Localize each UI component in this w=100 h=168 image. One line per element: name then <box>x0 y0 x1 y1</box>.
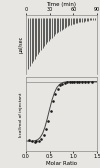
X-axis label: Time (min): Time (min) <box>46 2 76 7</box>
Point <box>38 139 40 142</box>
Y-axis label: μal/sec: μal/sec <box>18 36 23 53</box>
Point <box>78 80 80 83</box>
Point <box>59 84 61 87</box>
Point <box>45 127 47 130</box>
Point <box>76 80 77 83</box>
Point <box>92 80 93 83</box>
Point <box>31 140 33 142</box>
X-axis label: Molar Ratio: Molar Ratio <box>46 161 77 166</box>
Point <box>66 81 68 84</box>
Point <box>52 100 54 103</box>
Point <box>64 81 66 84</box>
Point <box>55 93 56 95</box>
Point <box>71 80 73 83</box>
Point <box>84 80 86 83</box>
Point <box>34 140 35 143</box>
Point <box>40 138 42 140</box>
Point <box>57 87 58 90</box>
Y-axis label: kcal/mol of injectant: kcal/mol of injectant <box>19 92 23 137</box>
Point <box>50 110 51 112</box>
Point <box>74 80 75 83</box>
Point <box>62 82 63 85</box>
Point <box>28 139 30 141</box>
Point <box>43 134 44 137</box>
Point <box>36 140 37 143</box>
Point <box>69 81 70 83</box>
Point <box>47 119 49 122</box>
Point <box>88 80 89 83</box>
Point <box>81 80 83 83</box>
